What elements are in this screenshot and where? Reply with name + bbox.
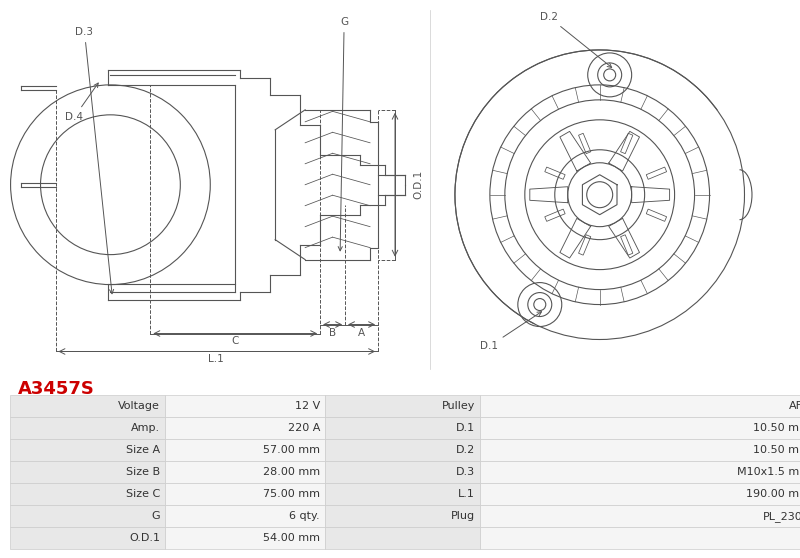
Text: C: C bbox=[231, 336, 239, 347]
Text: D.3: D.3 bbox=[75, 27, 114, 294]
Bar bbox=[646, 167, 666, 179]
Bar bbox=[621, 235, 633, 255]
Bar bbox=[165, 527, 325, 549]
Bar bbox=[325, 395, 480, 417]
Bar bbox=[325, 483, 480, 505]
Bar bbox=[10, 505, 165, 527]
Bar bbox=[10, 483, 165, 505]
Text: A3457S: A3457S bbox=[18, 380, 95, 398]
Bar bbox=[646, 209, 666, 222]
Text: Size A: Size A bbox=[126, 445, 160, 455]
Bar bbox=[325, 461, 480, 483]
Bar bbox=[480, 527, 800, 549]
Text: Voltage: Voltage bbox=[118, 401, 160, 411]
Text: Size C: Size C bbox=[126, 489, 160, 499]
Bar bbox=[325, 439, 480, 461]
Bar bbox=[621, 133, 633, 153]
Bar bbox=[545, 167, 565, 179]
Bar bbox=[165, 461, 325, 483]
Text: A: A bbox=[358, 328, 365, 338]
Text: Plug: Plug bbox=[451, 511, 475, 521]
Text: 28.00 mm: 28.00 mm bbox=[263, 467, 320, 477]
Text: D.4: D.4 bbox=[66, 83, 98, 122]
Text: D.1: D.1 bbox=[456, 423, 475, 433]
Bar bbox=[325, 417, 480, 439]
Bar bbox=[578, 235, 591, 255]
Bar bbox=[10, 395, 165, 417]
Bar bbox=[545, 209, 565, 222]
Text: 75.00 mm: 75.00 mm bbox=[263, 489, 320, 499]
Text: 10.50 mm: 10.50 mm bbox=[753, 445, 800, 455]
Bar bbox=[480, 505, 800, 527]
Text: G: G bbox=[338, 17, 348, 251]
Text: 220 A: 220 A bbox=[288, 423, 320, 433]
Text: G: G bbox=[151, 511, 160, 521]
Text: D.3: D.3 bbox=[456, 467, 475, 477]
Bar bbox=[480, 439, 800, 461]
Text: 190.00 mm: 190.00 mm bbox=[746, 489, 800, 499]
Text: PL_2306: PL_2306 bbox=[763, 511, 800, 522]
Text: 12 V: 12 V bbox=[294, 401, 320, 411]
Bar bbox=[480, 461, 800, 483]
Text: 54.00 mm: 54.00 mm bbox=[263, 533, 320, 543]
Bar bbox=[325, 505, 480, 527]
Text: D.1: D.1 bbox=[480, 312, 542, 352]
Text: Amp.: Amp. bbox=[131, 423, 160, 433]
Text: 57.00 mm: 57.00 mm bbox=[263, 445, 320, 455]
Bar bbox=[165, 483, 325, 505]
Text: O.D.1: O.D.1 bbox=[413, 170, 423, 199]
Bar bbox=[10, 527, 165, 549]
Bar bbox=[165, 505, 325, 527]
Bar bbox=[325, 527, 480, 549]
Text: O.D.1: O.D.1 bbox=[129, 533, 160, 543]
Text: B: B bbox=[329, 328, 336, 338]
Bar bbox=[480, 483, 800, 505]
Bar bbox=[165, 439, 325, 461]
Bar bbox=[165, 395, 325, 417]
Bar bbox=[578, 133, 591, 153]
Text: D.2: D.2 bbox=[540, 12, 612, 68]
Text: 6 qty.: 6 qty. bbox=[290, 511, 320, 521]
Text: 10.50 mm: 10.50 mm bbox=[753, 423, 800, 433]
Bar bbox=[10, 417, 165, 439]
Text: AFP: AFP bbox=[790, 401, 800, 411]
Text: M10x1.5 mm: M10x1.5 mm bbox=[737, 467, 800, 477]
Bar bbox=[165, 417, 325, 439]
Text: Pulley: Pulley bbox=[442, 401, 475, 411]
Bar bbox=[480, 395, 800, 417]
Bar bbox=[10, 439, 165, 461]
Text: L.1: L.1 bbox=[458, 489, 475, 499]
Bar bbox=[480, 417, 800, 439]
Text: D.2: D.2 bbox=[456, 445, 475, 455]
Bar bbox=[10, 461, 165, 483]
Text: L.1: L.1 bbox=[208, 354, 224, 364]
Text: Size B: Size B bbox=[126, 467, 160, 477]
